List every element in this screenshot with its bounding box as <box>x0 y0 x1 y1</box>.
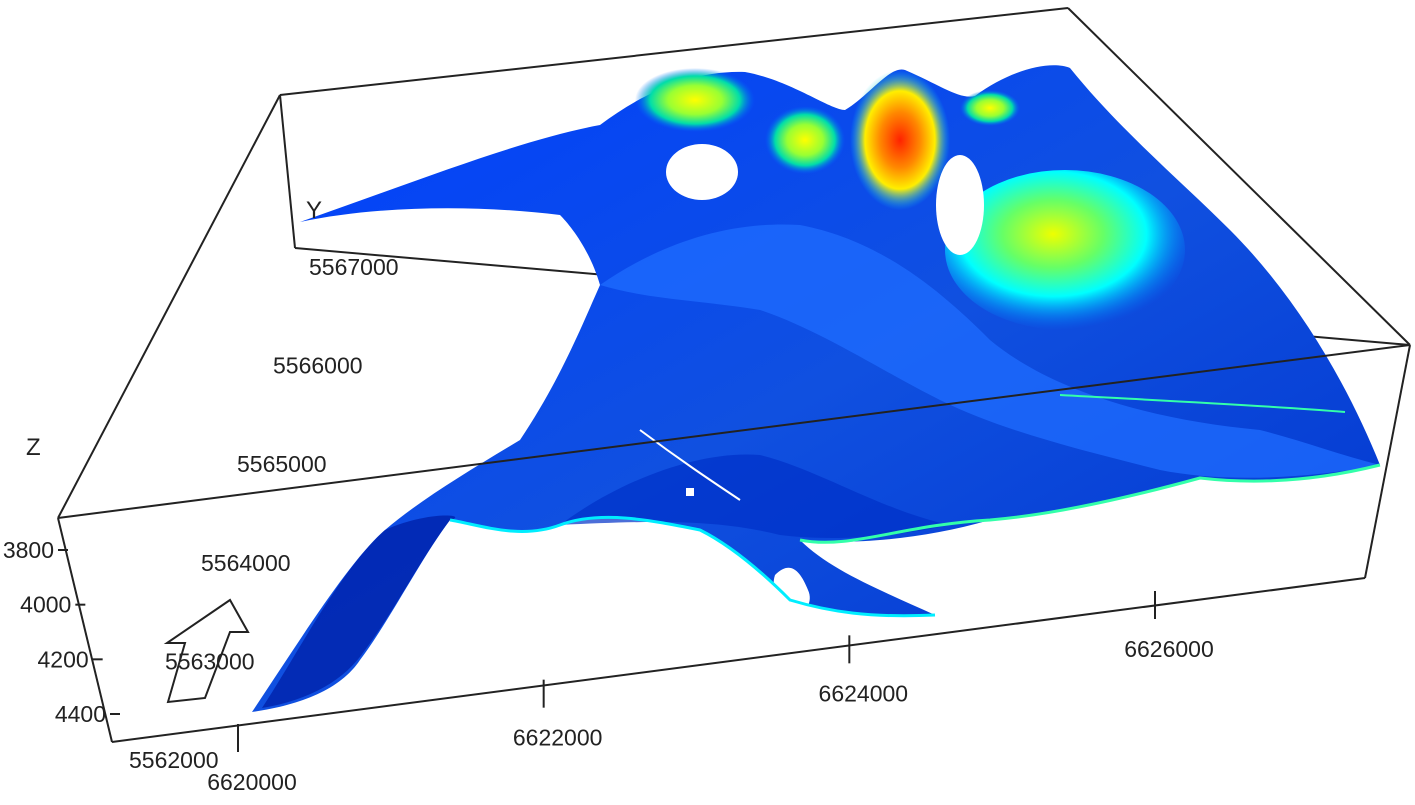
surface-hotspot <box>945 170 1185 330</box>
bounding-box-front <box>57 344 1411 743</box>
surface-hole <box>686 488 694 496</box>
z-tick-label: 3800 <box>3 537 54 563</box>
surface-rim <box>1059 394 1346 413</box>
box-edge <box>57 344 1411 519</box>
surface-hole <box>936 155 984 255</box>
z-axis-label: Z <box>26 434 41 461</box>
z-tick-label: 4000 <box>20 592 71 618</box>
north-arrow-icon <box>163 598 250 704</box>
y-tick-label: 5564000 <box>201 550 291 576</box>
surface-hole <box>666 144 738 200</box>
x-tick-label: 6620000 <box>207 769 297 795</box>
surface-rim <box>639 429 741 501</box>
y-tick-label: 5562000 <box>129 747 219 773</box>
y-tick-label: 5567000 <box>309 254 399 280</box>
box-edge <box>57 517 113 743</box>
box-edge <box>279 7 1069 96</box>
surface-hotspot <box>635 68 755 132</box>
y-tick-label: 5563000 <box>165 648 255 674</box>
box-edge <box>1364 344 1411 579</box>
box-edge <box>279 94 296 249</box>
surface-hotspot <box>765 106 845 174</box>
axis-ticks <box>58 549 1156 752</box>
y-axis-label: Y <box>306 197 322 224</box>
surface-hotspot <box>850 70 950 210</box>
y-tick-label: 5566000 <box>273 353 363 379</box>
surface-fold <box>600 224 1380 478</box>
z-tick-label: 4200 <box>37 646 88 672</box>
surface-rim <box>449 515 936 618</box>
x-tick-label: 6624000 <box>819 680 909 706</box>
surface-rim <box>799 463 1381 544</box>
surface-fold <box>262 515 456 708</box>
box-edge <box>111 577 1366 743</box>
x-tick-label: 6626000 <box>1124 636 1214 662</box>
x-tick-label: 6622000 <box>513 725 603 751</box>
y-tick-label: 5565000 <box>237 451 327 477</box>
box-edge <box>1067 7 1411 346</box>
surface-hotspot <box>960 90 1020 126</box>
surface-fold <box>560 454 950 538</box>
axis-labels: 6620000 6622000 6624000 6626000 5562000 55630… <box>3 254 1214 795</box>
box-edge <box>57 94 281 519</box>
z-tick-label: 4400 <box>55 701 106 727</box>
surface <box>252 65 1381 712</box>
